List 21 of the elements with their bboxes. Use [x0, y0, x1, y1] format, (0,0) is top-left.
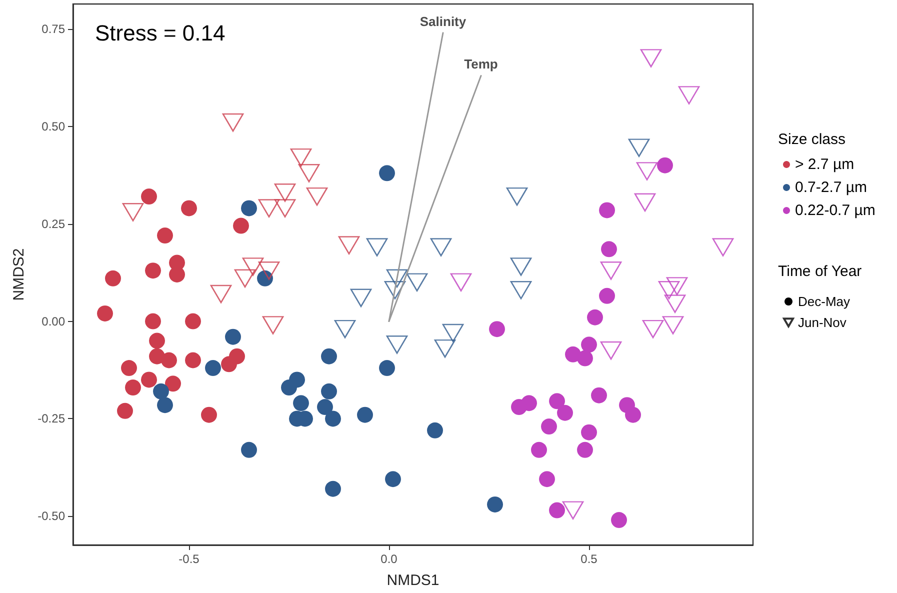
y-tick-label: -0.50	[38, 509, 66, 524]
y-axis-title: NMDS2	[10, 248, 28, 301]
x-tick-label: -0.5	[178, 552, 200, 566]
y-tick-label: 0.75	[42, 22, 66, 36]
legend-label: 0.22-0.7 µm	[795, 202, 876, 219]
x-axis-title: NMDS1	[386, 572, 440, 589]
y-tick-label: 0.50	[42, 119, 66, 134]
legend-label: Jun-Nov	[798, 315, 847, 330]
legend-title: Size class	[778, 131, 846, 148]
y-tick-label: -0.25	[38, 412, 66, 426]
annotation: Stress = 0.14	[95, 20, 226, 46]
x-tick-label: 0.5	[580, 552, 598, 566]
legend-label: Dec-May	[798, 294, 851, 309]
x-tick-label: 0.0	[380, 552, 398, 566]
text: Time of Year	[778, 263, 862, 280]
y-tick-label: 0.25	[42, 216, 66, 231]
series-label: Salinity	[420, 14, 467, 29]
series-label: Temp	[464, 56, 498, 72]
y-tick-label: 0.00	[42, 314, 66, 328]
legend-label: > 2.7 µm	[795, 156, 854, 173]
legend-label: 0.7-2.7 µm	[795, 179, 868, 196]
